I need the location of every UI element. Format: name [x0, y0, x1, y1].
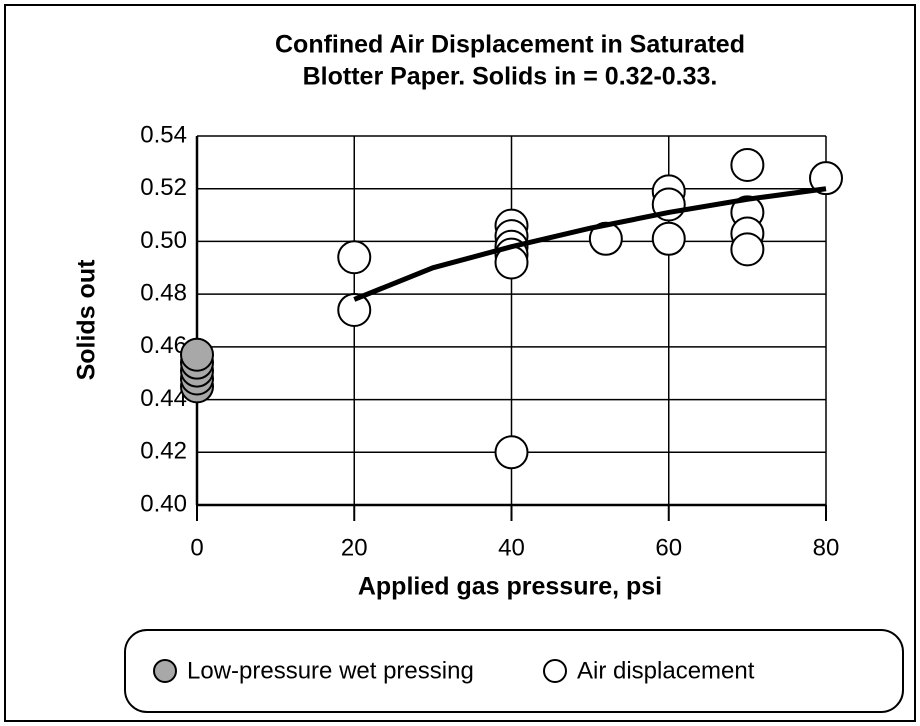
- x-axis-label: Applied gas pressure, psi: [358, 573, 662, 601]
- y-tick-label: 0.50: [140, 227, 187, 254]
- y-axis-label: Solids out: [73, 259, 101, 381]
- point: [809, 161, 843, 196]
- point: [730, 147, 765, 182]
- x-tick-label: 20: [341, 534, 368, 561]
- y-tick-label: 0.46: [140, 332, 187, 359]
- y-tick-label: 0.48: [140, 279, 187, 306]
- point: [730, 232, 765, 267]
- point: [180, 337, 214, 372]
- point: [337, 240, 372, 275]
- y-tick-label: 0.52: [140, 174, 187, 201]
- frame: [4, 4, 916, 722]
- x-tick-label: 60: [655, 534, 682, 561]
- chart-title: Confined Air Displacement in Saturated: [275, 31, 745, 59]
- point: [337, 292, 372, 327]
- legend-box: [124, 629, 904, 713]
- y-tick-label: 0.40: [140, 490, 187, 517]
- y-tick-label: 0.44: [140, 385, 187, 412]
- x-tick-label: 0: [190, 534, 203, 561]
- legend-label: Low-pressure wet pressing: [187, 657, 474, 684]
- y-tick-label: 0.54: [140, 121, 187, 148]
- x-tick-label: 40: [498, 534, 525, 561]
- legend-marker: [153, 659, 177, 683]
- fit-curve: [353, 186, 827, 302]
- chart-title: Blotter Paper. Solids in = 0.32-0.33.: [303, 63, 718, 91]
- y-tick-label: 0.42: [140, 438, 187, 465]
- x-tick-label: 80: [813, 534, 840, 561]
- point: [494, 435, 529, 470]
- legend-marker: [543, 659, 567, 683]
- point: [651, 221, 686, 256]
- legend-label: Air displacement: [577, 657, 755, 684]
